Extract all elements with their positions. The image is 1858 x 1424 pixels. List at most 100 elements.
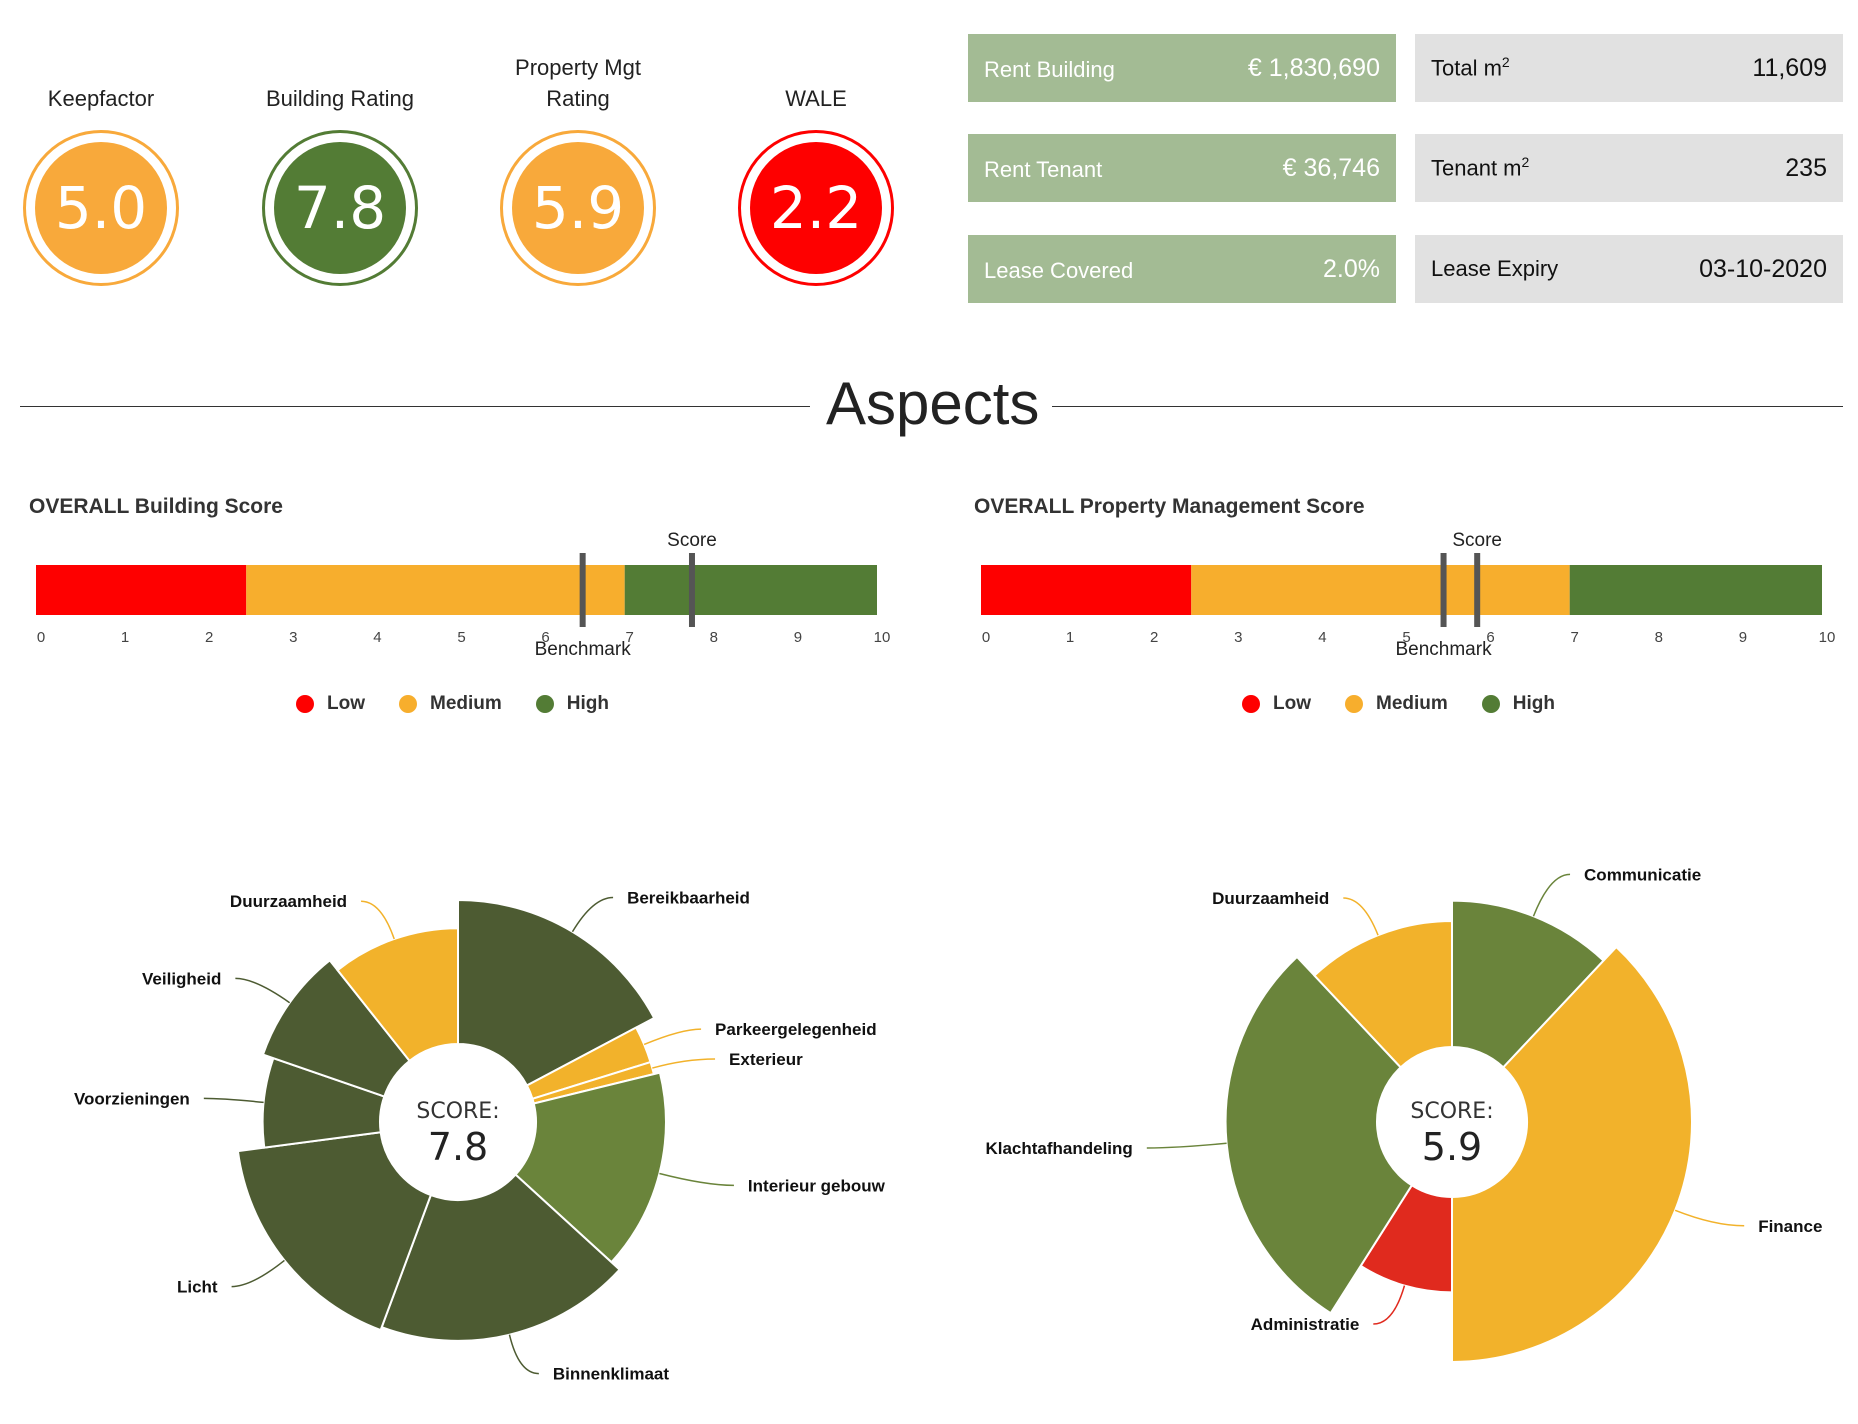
slice-label: Duurzaamheid	[1212, 889, 1329, 908]
donut-hole	[1377, 1047, 1527, 1197]
kpi-total-m2: Total m2 11,609	[1415, 34, 1843, 102]
legend-label: High	[1512, 693, 1555, 714]
gauge-tick-label: 7	[1571, 629, 1579, 646]
kpi-value: 03-10-2020	[1699, 254, 1827, 283]
rating-value: 5.9	[512, 142, 644, 274]
slice-connector	[231, 1259, 285, 1288]
score-label: Score	[667, 530, 717, 551]
rating-label: Keepfactor	[47, 86, 155, 111]
kpi-label: Total m2	[1431, 54, 1510, 81]
gauge-band-high	[1569, 565, 1822, 615]
kpi-label: Tenant m2	[1431, 154, 1529, 181]
kpi-label-sup: 2	[1501, 54, 1510, 71]
gauge-tick-label: 8	[710, 629, 718, 646]
gauge-band-high	[624, 565, 877, 615]
rating-ring: 5.9	[500, 130, 656, 286]
kpi-label-text: Tenant m	[1431, 155, 1522, 181]
kpi-label-sup: 2	[1521, 154, 1530, 171]
kpi-value: 235	[1785, 153, 1827, 182]
gauge-tick-label: 10	[1819, 629, 1836, 646]
gauge-tick-label: 4	[1318, 629, 1326, 646]
slice-connector	[1532, 873, 1571, 917]
benchmark-label: Benchmark	[535, 639, 632, 660]
score-value: 7.8	[428, 1125, 488, 1169]
slice-label: Bereikbaarheid	[627, 889, 750, 908]
rating-ring: 2.2	[738, 130, 894, 286]
gauge-tick-label: 8	[1655, 629, 1663, 646]
legend-label: Low	[1273, 693, 1311, 714]
slice-connector	[571, 896, 614, 933]
slice-label: Finance	[1758, 1217, 1822, 1236]
building-aspects-chart: Bereikbaarheid Parkeergelegenheid Exterieu…	[74, 889, 886, 1384]
benchmark-marker	[579, 553, 586, 627]
slice-label: Veiligheid	[142, 969, 221, 988]
slice-label: Klachtafhandeling	[985, 1139, 1132, 1158]
gauge-tick-label: 3	[289, 629, 297, 646]
slice-connector	[1674, 1209, 1745, 1227]
section-title: Aspects	[826, 370, 1040, 437]
benchmark-label: Benchmark	[1395, 639, 1492, 660]
gauge-legend-property: Low Medium High	[1242, 693, 1555, 715]
kpi-value: 11,609	[1752, 53, 1827, 82]
gauge-legend-building: Low Medium High	[296, 693, 609, 715]
score-label: Score	[1452, 530, 1502, 551]
rating-wale: WALE 2.2	[736, 52, 896, 286]
kpi-label-text: Total m	[1431, 55, 1502, 81]
legend-dot-icon	[296, 695, 314, 713]
gauge-title-property: OVERALL Property Management Score	[974, 495, 1365, 518]
rating-value: 2.2	[750, 142, 882, 274]
slice-connector	[235, 977, 291, 1004]
gauge-tick-label: 2	[205, 629, 213, 646]
gauge-band-low	[36, 565, 247, 615]
building-score-gauge: 0 1 2 3 4 5 6 7 8 9 10 Benchmark Score	[36, 530, 891, 660]
kpi-value: € 36,746	[1282, 153, 1380, 182]
rating-label: Building Rating	[266, 86, 414, 111]
kpi-label: Rent Tenant	[984, 157, 1103, 182]
slice-label: Licht	[177, 1278, 218, 1297]
benchmark-marker	[1440, 553, 1447, 627]
slice-connector	[1373, 1285, 1406, 1325]
legend-item-low: Low	[1242, 693, 1311, 715]
rating-value: 7.8	[274, 142, 406, 274]
legend-item-medium: Medium	[399, 693, 502, 715]
gauge-tick-label: 10	[874, 629, 891, 646]
slice-connector	[652, 1058, 716, 1069]
gauge-tick-label: 5	[1402, 629, 1410, 646]
legend-label: Medium	[430, 693, 502, 714]
gauge-tick-label: 3	[1234, 629, 1242, 646]
kpi-rent-building: Rent Building € 1,830,690	[968, 34, 1396, 102]
legend-dot-icon	[1481, 695, 1500, 713]
rating-keepfactor: Keepfactor 5.0	[21, 52, 181, 286]
legend-item-high: High	[535, 693, 609, 715]
legend-dot-icon	[535, 695, 554, 713]
rating-building: Building Rating 7.8	[260, 52, 420, 286]
gauge-tick-label: 4	[373, 629, 381, 646]
gauge-tick-label: 6	[541, 629, 549, 646]
gauge-tick-label: 1	[121, 629, 129, 646]
slice-label: Exterieur	[729, 1050, 803, 1069]
legend-dot-icon	[399, 695, 417, 713]
rating-label: WALE	[785, 86, 847, 111]
property-aspects-chart: Communicatie Finance Administratie Klachtaf…	[985, 865, 1822, 1364]
gauge-tick-label: 6	[1486, 629, 1494, 646]
slice-connector	[508, 1334, 539, 1375]
slice-label: Interieur gebouw	[748, 1176, 886, 1195]
kpi-label: Rent Building	[984, 57, 1115, 82]
gauge-tick-label: 2	[1150, 629, 1158, 646]
kpi-value: € 1,830,690	[1247, 53, 1380, 82]
divider-right	[1052, 406, 1843, 407]
slice-connector	[1343, 897, 1379, 936]
slice-connector	[361, 900, 395, 940]
rating-ring: 5.0	[23, 130, 179, 286]
kpi-lease-covered: Lease Covered 2.0%	[968, 235, 1396, 303]
slice-connector	[203, 1097, 264, 1104]
legend-item-medium: Medium	[1345, 693, 1448, 715]
gauge-tick-label: 9	[1739, 629, 1747, 646]
score-value: 5.9	[1422, 1125, 1482, 1169]
legend-label: Medium	[1376, 693, 1448, 714]
legend-item-low: Low	[296, 693, 365, 715]
gauge-title-building: OVERALL Building Score	[29, 495, 283, 518]
slice-label: Communicatie	[1584, 865, 1701, 884]
gauge-band-low	[981, 565, 1192, 615]
gauge-tick-label: 1	[1066, 629, 1074, 646]
